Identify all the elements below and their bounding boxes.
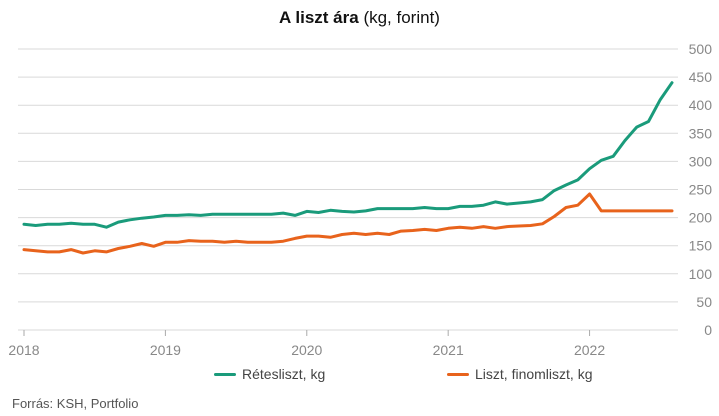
x-tick-label: 2022	[574, 342, 605, 358]
series-line-retesliszt	[22, 81, 674, 229]
chart-title-rest: (kg, forint)	[358, 8, 440, 27]
y-tick-label: 300	[689, 153, 713, 169]
y-tick-label: 0	[704, 322, 712, 338]
source-note: Forrás: KSH, Portfolio	[12, 396, 139, 411]
y-tick-label: 350	[689, 125, 713, 141]
legend-item-retesliszt: Rétesliszt, kg	[214, 366, 325, 382]
chart-title: A liszt ára (kg, forint)	[0, 8, 719, 28]
y-tick-label: 50	[696, 294, 712, 310]
x-tick-label: 2018	[8, 342, 39, 358]
y-tick-label: 250	[689, 182, 713, 198]
chart-title-bold: A liszt ára	[279, 8, 359, 27]
y-tick-label: 450	[689, 69, 713, 85]
legend-item-liszt: Liszt, finomliszt, kg	[447, 366, 592, 382]
x-tick-label: 2020	[291, 342, 322, 358]
y-tick-label: 100	[689, 266, 713, 282]
x-tick-label: 2021	[433, 342, 464, 358]
y-tick-label: 500	[689, 41, 713, 57]
legend-swatch-liszt	[447, 372, 469, 376]
y-tick-label: 400	[689, 97, 713, 113]
y-tick-label: 200	[689, 210, 713, 226]
legend-swatch-retesliszt	[214, 372, 236, 376]
y-tick-label: 150	[689, 238, 713, 254]
legend-label-retesliszt: Rétesliszt, kg	[242, 366, 326, 382]
legend-label-liszt: Liszt, finomliszt, kg	[475, 366, 593, 382]
x-tick-label: 2019	[150, 342, 181, 358]
series-line-liszt	[22, 192, 674, 255]
